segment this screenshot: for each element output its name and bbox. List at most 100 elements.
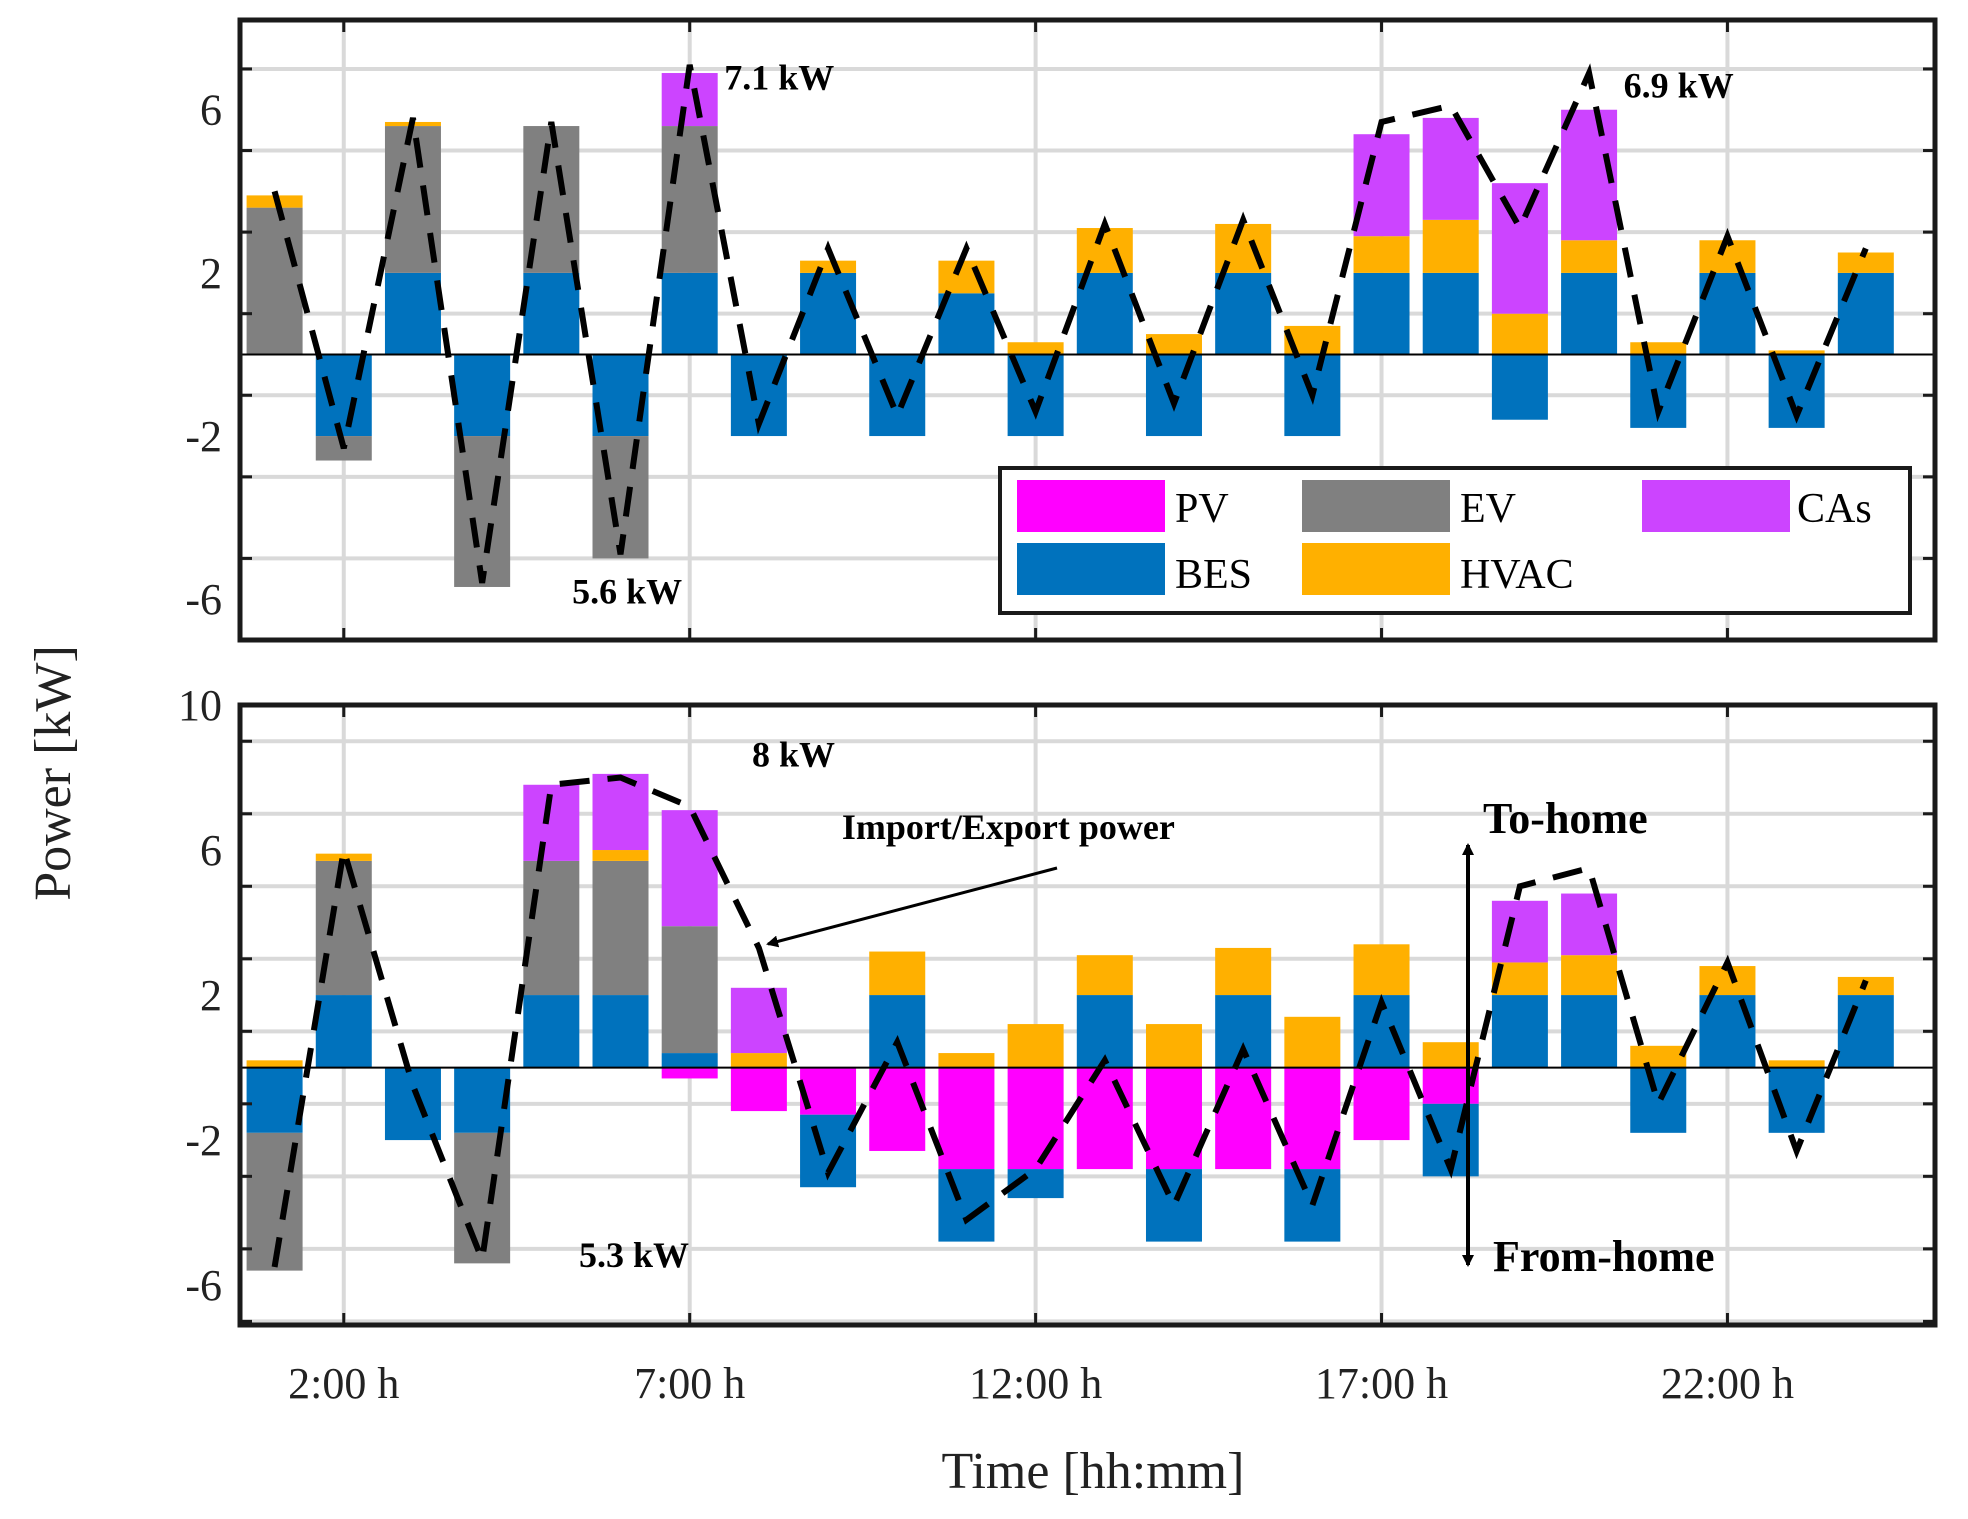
bar-segment-bes xyxy=(454,1067,511,1133)
bar-segment-hvac xyxy=(1561,955,1618,996)
top-panel-import-export-line xyxy=(271,63,1869,584)
bar-segment-hvac xyxy=(938,1053,995,1068)
x-tick-label: 17:00 h xyxy=(1315,1359,1448,1408)
bar-segment-ev xyxy=(246,207,303,355)
y-tick-label: 2 xyxy=(200,249,222,298)
bar-segment-bes xyxy=(661,1053,718,1068)
bar-segment-hvac xyxy=(1353,944,1410,996)
value-annotation: 8 kW xyxy=(752,735,835,775)
x-tick-label: 22:00 h xyxy=(1661,1359,1794,1408)
top-panel-frame xyxy=(237,17,1938,643)
value-annotation: Import/Export power xyxy=(842,807,1175,847)
bar-segment-cas xyxy=(1491,183,1548,314)
x-tick-label: 2:00 h xyxy=(288,1359,399,1408)
bar-segment-hvac xyxy=(1630,342,1687,355)
bar-segment-pv xyxy=(938,1067,995,1170)
from-home-label: From-home xyxy=(1493,1232,1715,1281)
bar-segment-bes xyxy=(315,995,372,1068)
bar-segment-hvac xyxy=(1422,219,1479,273)
bar-segment-ev xyxy=(523,860,580,996)
bar-segment-hvac xyxy=(1491,313,1548,355)
bar-segment-pv xyxy=(661,1067,718,1079)
legend-label-cas: CAs xyxy=(1797,486,1872,532)
bar-segment-bes xyxy=(246,1067,303,1133)
bar-segment-bes xyxy=(869,995,926,1068)
bar-segment-pv xyxy=(1215,1067,1272,1170)
bottom-panel-y-ticks: -6 -2 2 6 10 xyxy=(178,681,1935,1325)
bottom-panel-annotations: 8 kW 5.3 kW Import/Export power xyxy=(579,735,1175,1275)
bar-segment-bes xyxy=(1837,272,1894,355)
x-tick-labels: 2:00 h 7:00 h 12:00 h 17:00 h 22:00 h xyxy=(288,1359,1794,1408)
bar-segment-bes xyxy=(800,272,857,355)
bar-segment-cas xyxy=(1491,900,1548,963)
bar-segment-bes xyxy=(938,293,995,355)
y-tick-label: 6 xyxy=(200,826,222,875)
y-tick-label: 2 xyxy=(200,971,222,1020)
bar-segment-bes xyxy=(1422,272,1479,355)
bar-segment-hvac xyxy=(1007,1024,1064,1068)
legend-label-hvac: HVAC xyxy=(1460,552,1574,598)
bar-segment-bes xyxy=(1630,1067,1687,1133)
import-export-pointer-arrow xyxy=(766,866,1058,948)
bar-segment-hvac xyxy=(1837,252,1894,273)
bar-segment-hvac xyxy=(315,853,372,861)
value-annotation: 6.9 kW xyxy=(1624,66,1734,106)
bar-segment-pv xyxy=(1076,1067,1133,1170)
bar-segment-hvac xyxy=(592,850,649,861)
bottom-panel-bars xyxy=(246,773,1894,1271)
bar-segment-bes xyxy=(1561,995,1618,1068)
y-tick-label: -2 xyxy=(185,412,222,461)
bar-segment-hvac xyxy=(1284,1016,1341,1068)
legend-label-ev: EV xyxy=(1460,486,1516,532)
bottom-panel-import-export-line xyxy=(271,774,1869,1272)
bar-segment-hvac xyxy=(1422,1042,1479,1068)
y-tick-label: 6 xyxy=(200,86,222,135)
bar-segment-hvac xyxy=(1076,228,1133,273)
x-axis-title: Time [hh:mm] xyxy=(942,1443,1245,1500)
bar-segment-bes xyxy=(384,272,441,355)
legend-label-pv: PV xyxy=(1175,486,1229,532)
bar-segment-hvac xyxy=(1768,350,1825,355)
bar-segment-ev xyxy=(661,926,718,1054)
y-tick-label: 10 xyxy=(178,681,222,730)
y-axis-title: Power [kW] xyxy=(25,645,82,901)
bar-segment-ev xyxy=(592,860,649,996)
bar-segment-bes xyxy=(1491,354,1548,420)
bar-segment-bes xyxy=(523,272,580,355)
x-tick-label: 7:00 h xyxy=(634,1359,745,1408)
bar-segment-hvac xyxy=(1699,240,1756,273)
x-tick-label: 12:00 h xyxy=(969,1359,1102,1408)
bar-segment-hvac xyxy=(1145,334,1202,355)
bar-segment-bes xyxy=(1491,995,1548,1068)
bar-segment-pv xyxy=(1353,1067,1410,1141)
bar-segment-hvac xyxy=(730,1053,787,1068)
value-annotation: 5.3 kW xyxy=(579,1235,689,1275)
bar-segment-ev xyxy=(661,126,718,273)
legend-swatch-cas xyxy=(1642,480,1790,532)
bar-segment-bes xyxy=(384,1067,441,1141)
top-panel-y-ticks: -6 -2 2 6 xyxy=(185,20,1935,642)
bar-segment-hvac xyxy=(1076,955,1133,996)
bar-segment-bes xyxy=(592,995,649,1068)
top-panel-annotations: 7.1 kW 5.6 kW 6.9 kW xyxy=(572,57,1734,611)
bar-segment-bes xyxy=(454,354,511,437)
bar-segment-hvac xyxy=(869,951,926,996)
y-tick-label: -6 xyxy=(185,575,222,624)
bar-segment-hvac xyxy=(1561,240,1618,273)
bar-segment-bes xyxy=(1284,1169,1341,1242)
bar-segment-cas xyxy=(661,810,718,927)
legend-swatch-pv xyxy=(1017,480,1165,532)
bar-segment-hvac xyxy=(800,260,857,273)
legend: PV EV CAs BES HVAC xyxy=(998,466,1912,615)
bar-segment-bes xyxy=(869,354,926,437)
bar-segment-pv xyxy=(1145,1067,1202,1170)
bottom-panel-frame xyxy=(237,702,1938,1328)
value-annotation: 5.6 kW xyxy=(572,571,682,611)
legend-swatch-ev xyxy=(1302,480,1450,532)
bar-segment-bes xyxy=(523,995,580,1068)
y-tick-label: -6 xyxy=(185,1261,222,1310)
bar-segment-bes xyxy=(661,272,718,355)
bar-segment-bes xyxy=(1215,272,1272,355)
bar-segment-hvac xyxy=(1353,236,1410,273)
